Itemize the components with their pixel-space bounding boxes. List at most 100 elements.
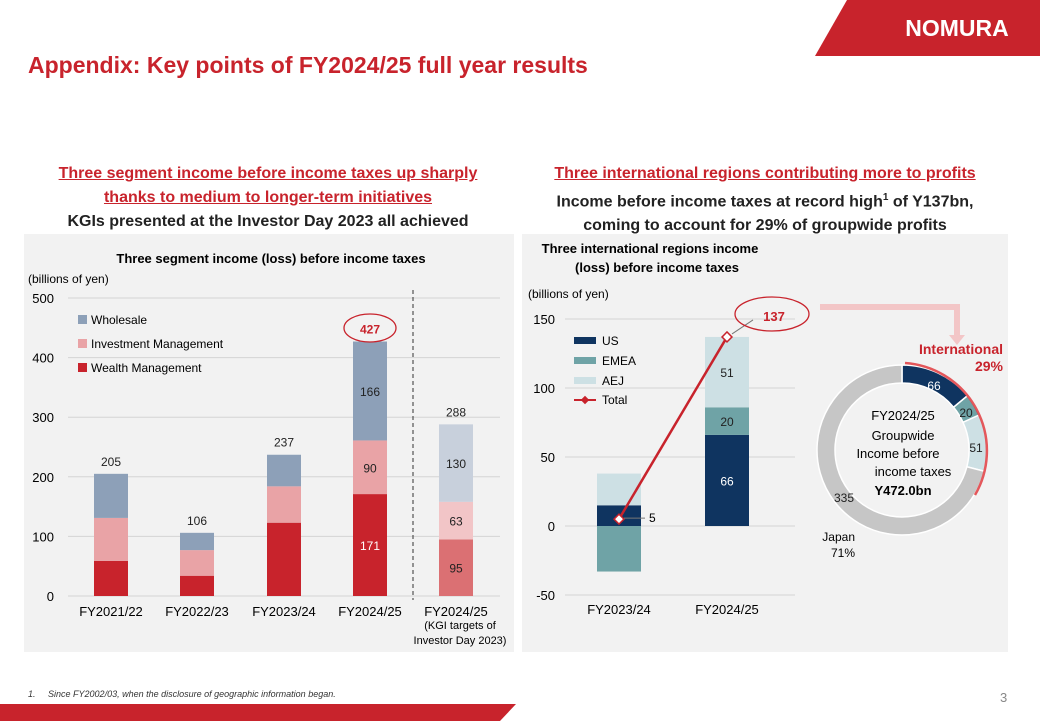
chart2-segment-label: 20 xyxy=(720,415,734,429)
chart1-bar-segment xyxy=(267,486,301,523)
international-pct: 29% xyxy=(975,358,1004,374)
chart1-bar-segment xyxy=(267,522,301,596)
chart1-total-label: 237 xyxy=(274,436,294,450)
chart1-total-label: 205 xyxy=(101,455,121,469)
chart2-y-unit: (billions of yen) xyxy=(528,287,609,301)
chart2-y-tick: 0 xyxy=(548,519,555,534)
footnote-text: Since FY2002/03, when the disclosure of … xyxy=(48,689,336,699)
left-heading: Three segment income before income taxes… xyxy=(20,162,516,234)
chart2-total-line xyxy=(617,336,729,520)
chart2-title-line1: Three international regions income xyxy=(542,241,759,256)
chart1-bar-segment xyxy=(267,454,301,487)
chart1-x-tick: FY2024/25 xyxy=(424,604,488,619)
chart1-segment-label: 171 xyxy=(360,539,380,553)
chart1-segment-label: 63 xyxy=(449,515,463,529)
chart1-bar-segment xyxy=(94,517,128,561)
page-number: 3 xyxy=(1000,690,1008,705)
chart2-y-tick: 150 xyxy=(533,312,555,327)
chart2-callout-line xyxy=(731,319,754,335)
chart1-bar-segment xyxy=(94,473,128,518)
chart2-total-label: 137 xyxy=(763,309,785,324)
chart2-total-point xyxy=(720,330,734,343)
chart2-legend-swatch xyxy=(574,377,596,384)
chart1-y-tick: 100 xyxy=(32,529,54,544)
japan-label: Japan xyxy=(822,530,855,544)
chart1-x-tick: FY2022/23 xyxy=(165,604,229,619)
chart2-bar-segment xyxy=(597,526,641,572)
donut-slice xyxy=(816,364,986,536)
logo-band: NOMURA xyxy=(815,0,1040,56)
highlight-ring xyxy=(343,313,397,343)
chart1-segment-label: 95 xyxy=(449,562,463,576)
chart2-legend-label: Total xyxy=(602,393,627,407)
right-heading-line1: Three international regions contributing… xyxy=(554,165,976,182)
chart1-y-tick: 300 xyxy=(32,410,54,425)
chart1-segment-label: 90 xyxy=(363,461,377,475)
highlight-ring xyxy=(734,296,810,332)
footnote-ref: 1 xyxy=(882,192,889,203)
chart2-bar-segment xyxy=(705,434,749,526)
right-heading-line2-end: of Y137bn, xyxy=(888,193,974,211)
footnote-number: 1. xyxy=(28,689,36,699)
chart1-legend-label: Investment Management xyxy=(91,337,224,351)
chart1-bar-segment xyxy=(353,341,387,441)
nomura-logo: NOMURA xyxy=(905,15,1009,41)
chart2-bar-segment xyxy=(705,336,749,408)
segment-chart-panel: Three segment income (loss) before incom… xyxy=(24,234,514,652)
chart1-bar-segment xyxy=(94,560,128,596)
donut-center-text: Income before xyxy=(856,446,939,461)
chart2-legend-swatch xyxy=(574,357,596,364)
left-heading-line1: Three segment income before income taxes… xyxy=(58,165,478,182)
chart1-y-tick: 500 xyxy=(32,291,54,306)
donut-center-text: income taxes xyxy=(875,464,952,479)
kgi-note-line1: (KGI targets of xyxy=(424,620,496,632)
chart1-legend-label: Wholesale xyxy=(91,313,147,327)
chart2-title-line2: (loss) before income taxes xyxy=(575,260,739,275)
right-heading: Three international regions contributing… xyxy=(522,162,1008,238)
kgi-note-line2: Investor Day 2023) xyxy=(414,635,507,647)
donut-slice-label: 335 xyxy=(834,491,854,505)
left-heading-line3: KGIs presented at the Investor Day 2023 … xyxy=(67,213,469,230)
chart1-legend-label: Wealth Management xyxy=(91,361,202,375)
chart1-segment-label: 130 xyxy=(446,457,466,471)
chart1-bar-segment xyxy=(439,539,473,596)
segment-income-chart: Three segment income (loss) before incom… xyxy=(28,251,507,647)
chart1-y-tick: 0 xyxy=(47,589,54,604)
highlight-arrow-head xyxy=(949,335,965,345)
japan-pct: 71% xyxy=(831,546,855,560)
chart1-bar-segment xyxy=(439,501,473,540)
chart2-x-tick: FY2024/25 xyxy=(695,602,759,617)
chart1-y-tick: 200 xyxy=(32,470,54,485)
international-arc xyxy=(904,361,989,496)
chart1-legend-swatch xyxy=(78,315,87,324)
chart2-legend-label: AEJ xyxy=(602,374,624,388)
chart1-segment-label: 166 xyxy=(360,385,380,399)
chart1-bar-segment xyxy=(439,424,473,502)
chart2-bar-segment xyxy=(597,473,641,506)
chart1-total-label: 288 xyxy=(446,405,466,419)
chart1-x-tick: FY2024/25 xyxy=(338,604,402,619)
chart1-bar-segment xyxy=(353,440,387,495)
chart2-legend-swatch xyxy=(574,337,596,344)
chart1-bar-segment xyxy=(180,550,214,576)
chart2-y-tick: 100 xyxy=(533,381,555,396)
chart1-bar-segment xyxy=(180,575,214,596)
chart1-bar-segment xyxy=(353,494,387,596)
chart2-total-label: 5 xyxy=(649,511,656,525)
right-heading-line3: coming to account for 29% of groupwide p… xyxy=(583,217,947,235)
chart1-total-label: 106 xyxy=(187,514,207,528)
logo-band-shape: NOMURA xyxy=(815,0,1040,56)
international-income-chart: Three international regions income (loss)… xyxy=(528,241,1004,617)
chart2-legend-label: EMEA xyxy=(602,354,636,368)
donut-center-text: FY2024/25 xyxy=(871,408,935,423)
footnote: 1. Since FY2002/03, when the disclosure … xyxy=(28,689,336,699)
chart1-title: Three segment income (loss) before incom… xyxy=(116,251,425,266)
donut-center-text: Groupwide xyxy=(872,428,935,443)
chart2-y-tick: -50 xyxy=(536,588,555,603)
chart2-x-tick: FY2023/24 xyxy=(587,602,651,617)
chart2-legend-total-marker xyxy=(580,395,590,405)
chart1-x-tick: FY2021/22 xyxy=(79,604,143,619)
right-heading-line2: Income before income taxes at record hig… xyxy=(522,186,1008,214)
chart1-x-tick: FY2023/24 xyxy=(252,604,316,619)
chart1-y-tick: 400 xyxy=(32,351,54,366)
